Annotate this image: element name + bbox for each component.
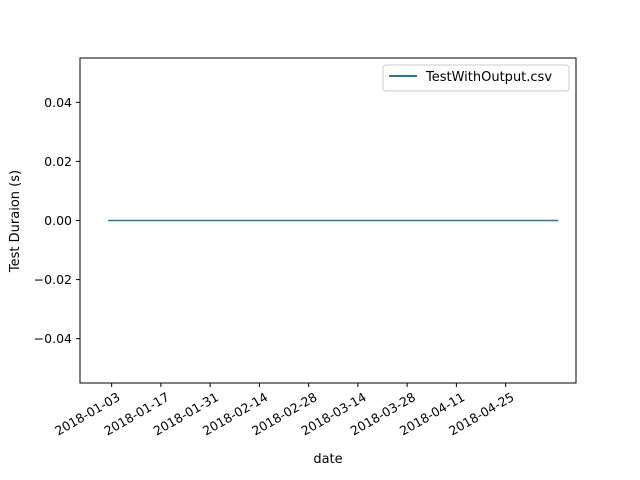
x-axis-label: date <box>313 452 342 467</box>
y-axis: 0.04 0.02 0.00 −0.02 −0.04 <box>34 95 80 346</box>
y-tick-label: 0.00 <box>44 213 72 228</box>
y-axis-label: Test Duraion (s) <box>8 170 23 273</box>
y-tick-label: −0.02 <box>34 272 72 287</box>
y-tick-label: 0.02 <box>44 154 72 169</box>
x-axis: 2018-01-032018-01-172018-01-312018-02-14… <box>52 383 517 439</box>
legend-label: TestWithOutput.csv <box>425 70 552 85</box>
y-tick-label: −0.04 <box>34 331 72 346</box>
legend: TestWithOutput.csv <box>382 64 570 92</box>
y-tick-label: 0.04 <box>44 95 72 110</box>
legend-box <box>382 64 570 92</box>
